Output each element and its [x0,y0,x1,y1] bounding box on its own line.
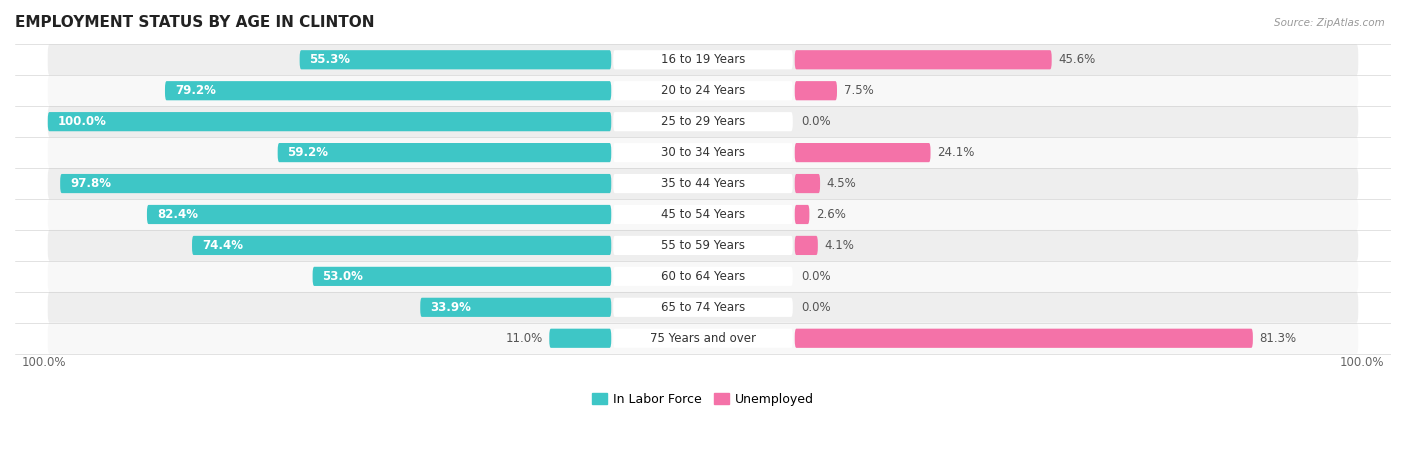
Text: EMPLOYMENT STATUS BY AGE IN CLINTON: EMPLOYMENT STATUS BY AGE IN CLINTON [15,15,374,30]
FancyBboxPatch shape [613,143,793,162]
Text: 79.2%: 79.2% [174,84,215,97]
FancyBboxPatch shape [48,106,1358,137]
FancyBboxPatch shape [794,328,1253,348]
FancyBboxPatch shape [613,50,793,69]
Text: 65 to 74 Years: 65 to 74 Years [661,301,745,314]
Text: 11.0%: 11.0% [506,332,543,345]
FancyBboxPatch shape [48,137,1358,168]
Text: 24.1%: 24.1% [936,146,974,159]
FancyBboxPatch shape [48,261,1358,292]
Text: 59.2%: 59.2% [287,146,329,159]
Text: 20 to 24 Years: 20 to 24 Years [661,84,745,97]
FancyBboxPatch shape [193,236,612,255]
FancyBboxPatch shape [613,267,793,286]
FancyBboxPatch shape [48,230,1358,261]
Text: Source: ZipAtlas.com: Source: ZipAtlas.com [1274,18,1385,28]
Text: 45.6%: 45.6% [1059,53,1095,66]
Text: 45 to 54 Years: 45 to 54 Years [661,208,745,221]
Text: 2.6%: 2.6% [815,208,846,221]
Text: 82.4%: 82.4% [156,208,198,221]
Text: 4.5%: 4.5% [827,177,856,190]
FancyBboxPatch shape [794,50,1052,69]
FancyBboxPatch shape [420,298,612,317]
FancyBboxPatch shape [613,205,793,224]
FancyBboxPatch shape [165,81,612,100]
Text: 100.0%: 100.0% [1340,356,1385,369]
FancyBboxPatch shape [48,292,1358,323]
FancyBboxPatch shape [312,267,612,286]
Text: 55.3%: 55.3% [309,53,350,66]
Text: 97.8%: 97.8% [70,177,111,190]
Text: 0.0%: 0.0% [801,301,831,314]
Text: 35 to 44 Years: 35 to 44 Years [661,177,745,190]
Text: 0.0%: 0.0% [801,270,831,283]
FancyBboxPatch shape [48,323,1358,354]
FancyBboxPatch shape [613,174,793,193]
Text: 100.0%: 100.0% [58,115,107,128]
FancyBboxPatch shape [613,328,793,348]
Text: 60 to 64 Years: 60 to 64 Years [661,270,745,283]
FancyBboxPatch shape [613,236,793,255]
Text: 55 to 59 Years: 55 to 59 Years [661,239,745,252]
Text: 81.3%: 81.3% [1260,332,1296,345]
Text: 30 to 34 Years: 30 to 34 Years [661,146,745,159]
FancyBboxPatch shape [613,298,793,317]
FancyBboxPatch shape [48,75,1358,106]
FancyBboxPatch shape [794,143,931,162]
FancyBboxPatch shape [794,205,810,224]
FancyBboxPatch shape [48,44,1358,75]
Text: 74.4%: 74.4% [202,239,243,252]
FancyBboxPatch shape [48,168,1358,199]
FancyBboxPatch shape [794,236,818,255]
Text: 0.0%: 0.0% [801,115,831,128]
FancyBboxPatch shape [148,205,612,224]
Text: 75 Years and over: 75 Years and over [650,332,756,345]
Text: 25 to 29 Years: 25 to 29 Years [661,115,745,128]
FancyBboxPatch shape [794,81,837,100]
Text: 33.9%: 33.9% [430,301,471,314]
FancyBboxPatch shape [299,50,612,69]
FancyBboxPatch shape [48,112,612,131]
Text: 53.0%: 53.0% [322,270,363,283]
Text: 100.0%: 100.0% [21,356,66,369]
FancyBboxPatch shape [794,174,820,193]
FancyBboxPatch shape [613,81,793,100]
FancyBboxPatch shape [613,112,793,131]
Text: 7.5%: 7.5% [844,84,873,97]
Text: 16 to 19 Years: 16 to 19 Years [661,53,745,66]
FancyBboxPatch shape [277,143,612,162]
Text: 4.1%: 4.1% [824,239,855,252]
FancyBboxPatch shape [60,174,612,193]
FancyBboxPatch shape [550,328,612,348]
FancyBboxPatch shape [48,199,1358,230]
Legend: In Labor Force, Unemployed: In Labor Force, Unemployed [592,393,814,406]
